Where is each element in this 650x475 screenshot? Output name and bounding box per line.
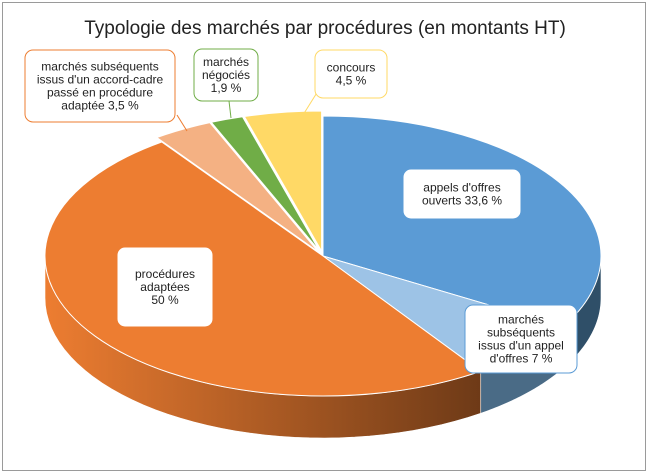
data-label-line: marchés [498, 313, 544, 327]
data-label-line: issus d'un appel [478, 339, 564, 353]
data-label-line: issus d'un accord-cadre [37, 73, 164, 87]
data-label-marches-subsequents-issus-d-un-appel-d-offres: marchés subséquents issus d'un appel d'offr… [478, 313, 564, 366]
chart-title: Typologie des marchés par procédures (en… [84, 18, 566, 39]
data-label-line: marchés [203, 55, 249, 69]
leader-line-marches-subsequents-issus-d-un-accord-cadre-passe-en-procedure-adaptee [176, 114, 188, 132]
data-label-concours: concours 4,5 % [327, 61, 376, 88]
pie-chart: Typologie des marchés par procédures (en… [24, 18, 602, 439]
data-label-line: négociés [202, 68, 250, 82]
leader-line-marches-negocies [228, 100, 232, 119]
callout-box-marches-negocies [193, 48, 259, 102]
data-label-procedures-adaptees: procédures adaptées 50 % [135, 267, 195, 307]
pie-slice-concours [243, 110, 323, 253]
data-label-line: passé en procédure [47, 86, 153, 100]
pie-callouts: appels d'offres ouverts 33,6 %marchés subs… [24, 48, 578, 374]
data-label-line: ouverts 33,6 % [422, 194, 502, 208]
data-label-line: appels d'offres [423, 181, 500, 195]
callout-box-concours [314, 49, 388, 99]
callout-box-marches-subsequents-issus-d-un-accord-cadre-passe-en-procedure-adaptee [24, 49, 176, 123]
data-label-line: 50 % [151, 293, 179, 307]
callout-box-marches-subsequents-issus-d-un-appel-d-offres [464, 304, 578, 374]
data-label-line: marchés subséquents [41, 60, 158, 74]
data-label-line: adaptée 3,5 % [61, 99, 139, 113]
data-label-line: 1,9 % [211, 81, 242, 95]
data-label-line: d'offres 7 % [490, 352, 553, 366]
data-label-marches-negocies: marchés négociés 1,9 % [202, 55, 250, 95]
callout-box-procedures-adaptees [116, 246, 214, 328]
pie-slice-marches-negocies [210, 116, 321, 252]
pie-slice-marches-subsequents-issus-d-un-accord-cadre-passe-en-procedure-adaptee [155, 122, 319, 253]
pie-slice-appels-d-offres-ouverts [322, 115, 602, 328]
data-label-marches-subsequents-issus-d-un-accord-cadre-passe-en-procedure-adaptee: marchés subséquents issus d'un accord-cad… [37, 60, 164, 113]
data-label-line: procédures [135, 267, 195, 281]
pie-slice-procedures-adaptees [44, 141, 482, 397]
data-label-line: subséquents [487, 326, 555, 340]
callout-box-appels-d-offres-ouverts [402, 168, 522, 220]
pie-tops [44, 110, 602, 397]
data-label-line: concours [327, 61, 376, 75]
data-label-line: adaptées [140, 280, 189, 294]
data-label-line: 4,5 % [336, 74, 367, 88]
chart-frame: Typologie des marchés par procédures (en… [2, 2, 646, 471]
data-label-appels-d-offres-ouverts: appels d'offres ouverts 33,6 % [422, 181, 502, 208]
